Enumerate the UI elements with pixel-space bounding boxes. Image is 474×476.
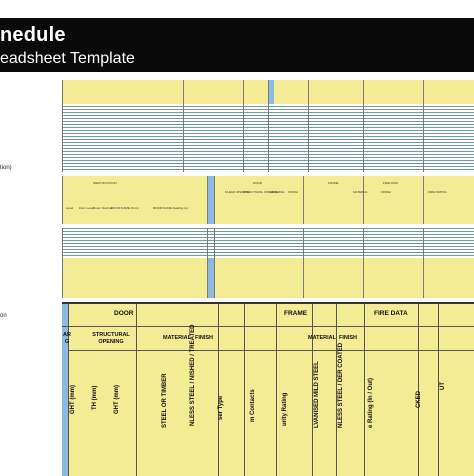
thumb2-sub-fire-rating: FIRE RATING [428,190,447,194]
thumb2-sub-level: Level [66,206,74,210]
group-door: DOOR [114,310,134,317]
thumb2-sub-room-from: ROOM NAME (from) [111,206,139,210]
sub-frame-finish: FINISH [338,335,358,341]
thumb2-tag-door: DOOR [253,181,262,185]
thumb2-tag-identification: IDENTIFICATION [93,181,117,185]
thumb2-sub-finish: FINISH [288,190,298,194]
page-title: nedule [0,24,66,46]
col-contacts: m Contacts [250,389,256,422]
col-last: UT [440,382,446,390]
thumb2-sub-frame-material: MATERIAL [353,190,368,194]
page-subtitle: eadsheet Template [0,50,135,67]
thumb2-tag-fire-data: FIRE DATA [383,181,399,185]
thumb2-sub-floor-level: Floor Level [79,206,94,210]
thumb2-sub-clear-opening: CLEAR OPENING [225,190,250,194]
spreadsheet-thumbnail-2: IDENTIFICATION DOOR FRAME FIRE DATA Leve… [62,176,474,224]
title-banner [0,18,474,72]
thumbnail-3-grid [63,228,474,256]
thumbnail-2-blue-column [207,176,214,224]
col-frame-type: ser Type [218,395,224,420]
sub-clear: AR G [63,332,71,345]
col-stainless: NLESS STEEL / NISHED / TREATED [190,324,196,426]
side-label-upper: tion) [0,165,12,171]
thumbnail-2-header [63,176,474,224]
thumbnail-3-blue-column [207,258,214,298]
col-security: urity Rating [282,392,288,426]
thumb2-sub-material: MATERIAL [270,190,285,194]
thumb2-tag-frame: FRAME [328,181,339,185]
side-label-lower: on [0,313,7,319]
thumb2-sub-structural-opening: STRUCTURAL OPENING [243,190,278,194]
thumbnail-3-header [63,258,474,298]
col-fire-rating: e Rating (In / Out) [368,378,374,428]
thumb2-sub-room-to: ROOM NAME (leading to) [153,206,188,210]
col-height2-mm: GHT (mm) [114,385,120,414]
group-frame: FRAME [284,310,308,317]
sub-door-finish: FINISH [194,335,214,341]
thumb2-sub-frame-finish: FINISH [381,190,391,194]
sub-structural-opening: STRUCTURAL OPENING [92,332,130,345]
col-galvanised: LVANISED MILD STEEL [314,361,320,428]
zoomed-spreadsheet-header: DOOR FRAME FIRE DATA AR G STRUCTURAL OPE… [62,302,474,476]
sub-door-material: MATERIAL [162,335,191,341]
col-steel-timber: STEEL OR TIMBER [162,373,168,428]
group-fire-data: FIRE DATA [374,310,408,317]
sub-frame-material: MATERIAL [307,335,336,341]
col-locked: CKED [416,390,422,408]
col-height-mm: GHT (mm) [70,385,76,414]
zoomed-blue-column [62,304,68,476]
spreadsheet-thumbnail-1 [62,80,474,172]
col-powder-coated: NLESS STEEL / DER COATED [338,342,344,428]
spreadsheet-thumbnail-3 [62,228,474,298]
col-width-mm: TH (mm) [92,385,98,410]
thumb2-sub-room-number: Room Number [93,206,113,210]
thumbnail-1-blue-column [268,80,274,104]
